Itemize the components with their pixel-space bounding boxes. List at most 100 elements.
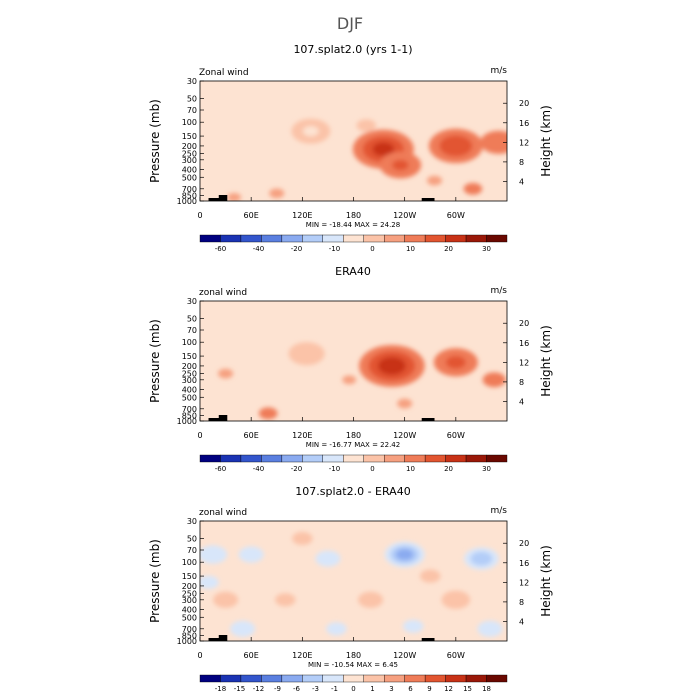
colorbar-swatch: [199, 454, 221, 463]
colorbar-swatch: [220, 234, 242, 243]
topography-mask: [208, 198, 226, 201]
colorbar-swatch: [363, 234, 385, 243]
contour-blob: [269, 188, 285, 199]
colorbar: -60 -40 -20 -10 0 10 20 30: [199, 234, 508, 253]
height-tick-label: 8: [519, 378, 524, 387]
contour-blob: [238, 546, 264, 563]
colorbar-swatch: [240, 454, 262, 463]
longitude-tick-label: 120E: [292, 651, 312, 660]
panel-title: 107.splat2.0 (yrs 1-1): [293, 43, 412, 56]
panel-title: 107.splat2.0 - ERA40: [295, 485, 410, 498]
colorbar-swatch: [445, 674, 467, 683]
longitude-tick-label: 180: [346, 431, 361, 440]
colorbar: -60 -40 -20 -10 0 10 20 30: [199, 454, 508, 473]
colorbar-swatch: [424, 674, 446, 683]
pressure-tick-label: 50: [187, 534, 197, 543]
contour-blob: [470, 551, 493, 566]
pressure-tick-label: 850: [182, 631, 197, 640]
colorbar-label: 30: [482, 245, 491, 253]
panel-left-label: Zonal wind: [199, 68, 249, 78]
colorbar-label: 10: [406, 465, 415, 473]
colorbar-swatch: [465, 234, 487, 243]
pressure-tick-label: 500: [182, 393, 197, 402]
stats-label: MIN = -10.54 MAX = 6.45: [308, 661, 398, 669]
topography-mask: [208, 418, 226, 421]
colorbar-swatch: [343, 674, 364, 683]
pressure-tick-label: 50: [187, 314, 197, 323]
contour-blob: [227, 192, 242, 201]
colorbar-swatch: [363, 674, 385, 683]
colorbar-swatch: [363, 454, 385, 463]
contour-blob: [402, 619, 424, 633]
height-tick-label: 12: [519, 358, 529, 367]
height-axis: 4 8 12 16 20: [503, 539, 529, 626]
colorbar-swatch: [384, 454, 405, 463]
pressure-tick-label: 400: [182, 606, 197, 615]
panel-reanalysis: ERA40 zonal wind m/s 3050701001502002503…: [148, 265, 553, 473]
colorbar-swatch: [404, 674, 426, 683]
colorbar-swatch: [302, 454, 324, 463]
longitude-axis: 0 60E 120E 180 120W 60W: [197, 417, 465, 440]
pressure-tick-label: 1000: [177, 637, 197, 646]
contour-blob: [395, 548, 414, 561]
colorbar-swatch: [281, 454, 303, 463]
contour-features: [218, 342, 506, 420]
colorbar-swatch: [302, 234, 324, 243]
panel-title: ERA40: [335, 265, 371, 278]
colorbar-swatch: [445, 454, 467, 463]
contour-blob: [420, 569, 441, 583]
colorbar-swatch: [486, 454, 508, 463]
plot-background: [200, 521, 507, 641]
longitude-tick-label: 180: [346, 211, 361, 220]
contour-blob: [426, 175, 443, 186]
contour-blob: [200, 575, 219, 589]
contour-blob: [275, 593, 296, 607]
colorbar-label: -9: [274, 685, 281, 693]
colorbar-label: 20: [444, 245, 453, 253]
colorbar-swatch: [322, 674, 344, 683]
pressure-tick-label: 150: [182, 132, 197, 141]
contour-blob: [358, 591, 384, 608]
panel-model: 107.splat2.0 (yrs 1-1) Zonal wind m/s 30…: [148, 43, 553, 253]
colorbar: -18 -15 -12 -9 -6 -3 -1 0 1 3 6 9 12 15 18: [199, 674, 508, 693]
pressure-tick-label: 100: [182, 118, 197, 127]
colorbar-label: -15: [234, 685, 245, 693]
colorbar-label: 30: [482, 465, 491, 473]
height-tick-label: 16: [519, 339, 529, 348]
colorbar-label: -20: [291, 465, 302, 473]
colorbar-swatch: [343, 234, 364, 243]
pressure-tick-label: 300: [182, 156, 197, 165]
colorbar-swatch: [384, 674, 405, 683]
colorbar-swatch: [322, 234, 344, 243]
height-tick-label: 4: [519, 177, 524, 186]
pressure-tick-label: 250: [182, 370, 197, 379]
pressure-tick-label: 150: [182, 572, 197, 581]
pressure-tick-label: 500: [182, 173, 197, 182]
panel-right-label: m/s: [491, 286, 508, 296]
y-axis-label-right: Height (km): [539, 105, 553, 176]
colorbar-label: -10: [329, 465, 340, 473]
contour-blob: [213, 591, 239, 608]
colorbar-swatch: [322, 454, 344, 463]
height-tick-label: 12: [519, 578, 529, 587]
colorbar-swatch: [404, 234, 426, 243]
pressure-tick-label: 30: [187, 297, 197, 306]
colorbar-swatch: [445, 234, 467, 243]
colorbar-label: -18: [215, 685, 226, 693]
contour-blob: [480, 130, 507, 154]
pressure-tick-label: 70: [187, 546, 197, 555]
height-tick-label: 16: [519, 119, 529, 128]
colorbar-swatch: [486, 234, 508, 243]
pressure-tick-label: 50: [187, 94, 197, 103]
topography-mask: [421, 198, 435, 201]
pressure-tick-label: 300: [182, 596, 197, 605]
contour-blob: [477, 620, 503, 637]
colorbar-label: 1: [370, 685, 374, 693]
colorbar-label: 0: [351, 685, 355, 693]
colorbar-label: -40: [253, 465, 264, 473]
longitude-tick-label: 120W: [393, 651, 416, 660]
pressure-tick-label: 300: [182, 376, 197, 385]
colorbar-swatch: [281, 674, 303, 683]
height-tick-label: 8: [519, 598, 524, 607]
